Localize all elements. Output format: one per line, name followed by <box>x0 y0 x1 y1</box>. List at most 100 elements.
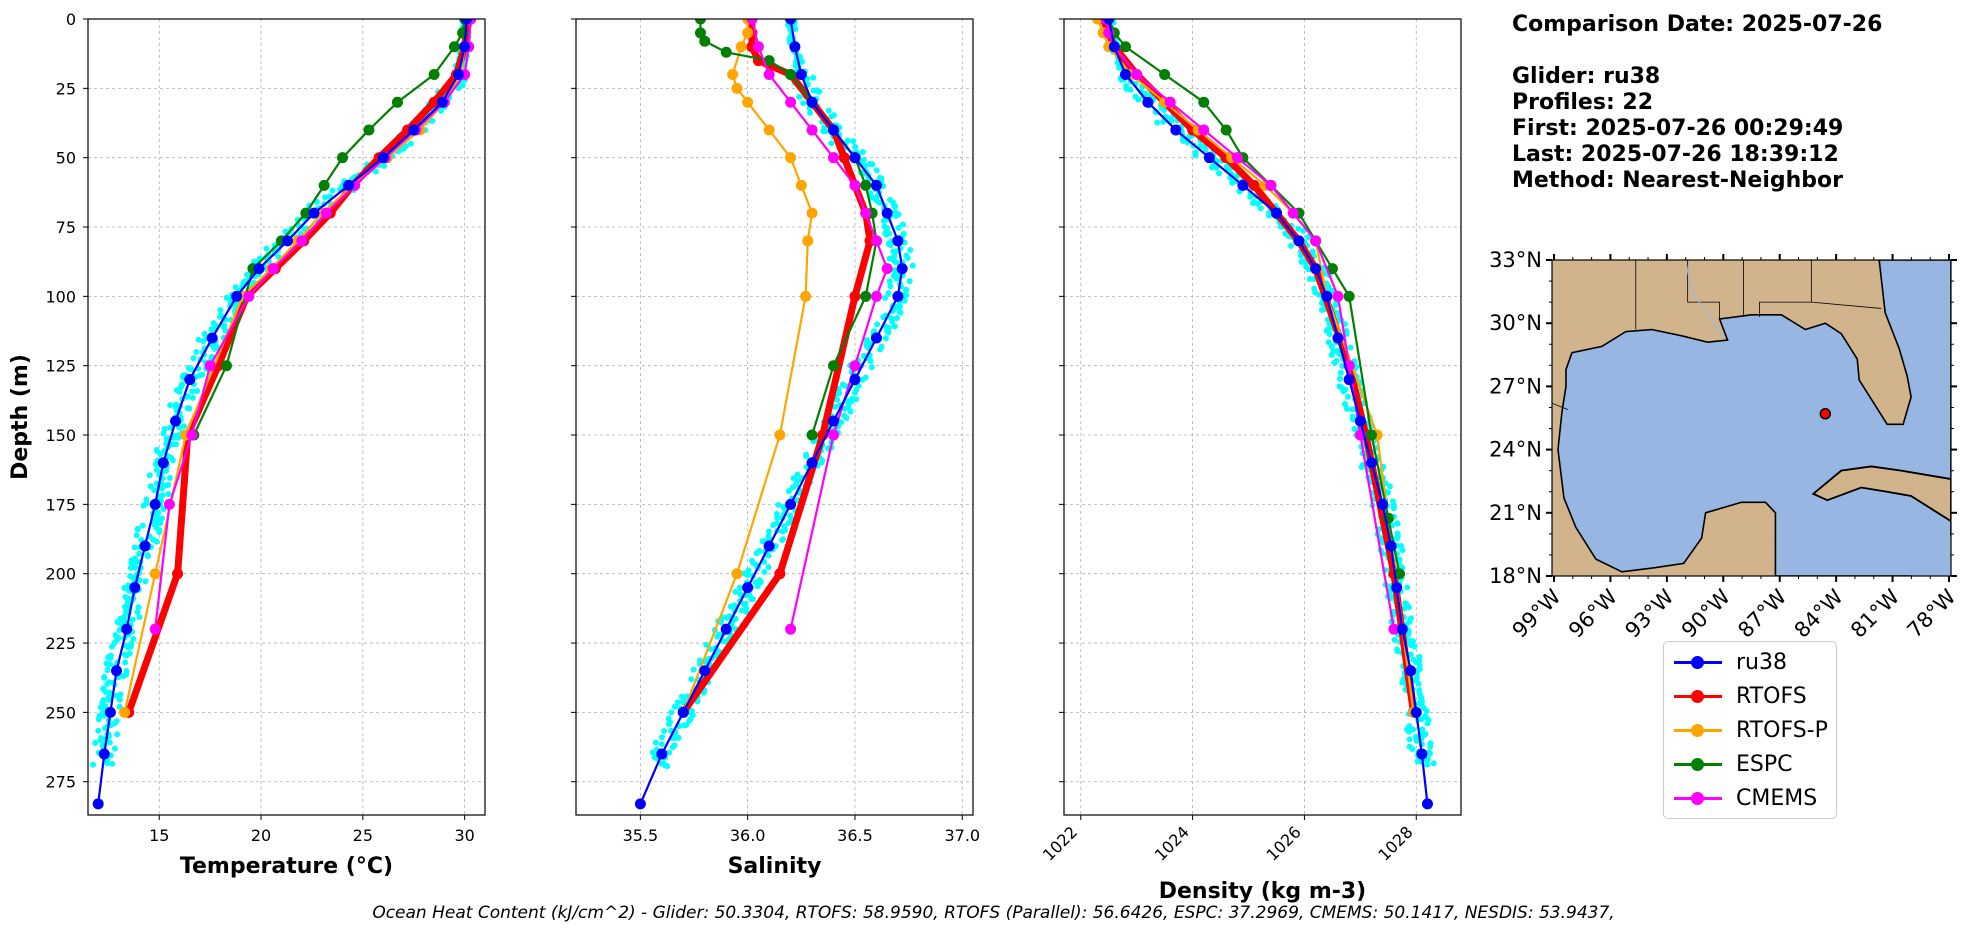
raw-point <box>816 88 823 95</box>
raw-point <box>1419 726 1426 733</box>
data-point-ru38 <box>785 498 797 510</box>
data-point-cmems <box>1310 235 1322 247</box>
raw-point <box>212 321 219 328</box>
raw-point <box>687 709 694 716</box>
data-point-cmems <box>763 68 775 80</box>
raw-point <box>1406 736 1413 743</box>
data-point-ru38 <box>1405 665 1417 677</box>
data-point-cmems <box>881 263 893 275</box>
data-point-ru38 <box>1270 207 1282 219</box>
raw-point <box>329 187 336 194</box>
raw-point <box>1344 393 1351 400</box>
legend-label-ru38: ru38 <box>1736 649 1787 675</box>
data-point-ru38 <box>1377 498 1389 510</box>
lon-tick-label: 93°W <box>1620 584 1678 642</box>
data-point-ru38 <box>231 290 243 302</box>
x-axis-label: Temperature (°C) <box>180 854 393 879</box>
raw-point <box>839 381 846 388</box>
data-point-ru38 <box>763 540 775 552</box>
data-point-rtofs-p <box>802 235 814 247</box>
river <box>1685 260 1725 339</box>
raw-point <box>863 337 870 344</box>
raw-point <box>1396 556 1403 563</box>
x-tick-label: 15 <box>149 826 169 845</box>
raw-point <box>1197 142 1204 149</box>
data-point-rtofs-p <box>149 568 161 580</box>
raw-point <box>1394 520 1401 527</box>
data-point-rtofs-p <box>800 290 812 302</box>
raw-point <box>189 394 196 401</box>
data-point-espc <box>428 68 440 80</box>
raw-point <box>153 538 160 545</box>
raw-point <box>101 673 108 680</box>
raw-point <box>906 278 913 285</box>
raw-point <box>109 760 116 767</box>
raw-point <box>116 696 123 703</box>
data-point-ru38 <box>149 498 161 510</box>
raw-point <box>874 321 881 328</box>
raw-point <box>108 643 115 650</box>
axes-frame <box>87 18 486 816</box>
lat-tick-label: 30°N <box>1489 311 1542 335</box>
raw-point <box>683 722 690 729</box>
lat-tick-label: 24°N <box>1489 438 1542 462</box>
raw-point <box>1394 648 1401 655</box>
raw-point <box>121 613 128 620</box>
data-point-rtofs-p <box>763 124 775 136</box>
x-tick-label: 30 <box>454 826 474 845</box>
raw-point <box>810 74 817 81</box>
raw-point <box>832 403 839 410</box>
raw-point <box>188 366 195 373</box>
data-point-rtofs <box>774 568 786 580</box>
raw-point <box>1411 643 1418 650</box>
raw-point <box>792 26 799 33</box>
data-point-cmems <box>1231 152 1243 164</box>
raw-point <box>658 741 665 748</box>
raw-point <box>117 691 124 698</box>
y-axis-label: Depth (m) <box>8 354 33 480</box>
data-point-cmems <box>870 290 882 302</box>
data-point-espc <box>1220 124 1232 136</box>
raw-point <box>907 246 914 253</box>
chart-salinity: 35.5 36.0 36.5 37.0 Salinity <box>571 18 980 879</box>
data-point-ru38 <box>1391 582 1403 594</box>
lat-tick-label: 33°N <box>1489 248 1542 272</box>
raw-point <box>884 225 891 232</box>
data-point-espc <box>336 152 348 164</box>
plot-area <box>90 19 477 810</box>
border-line <box>1811 301 1882 309</box>
raw-point <box>736 584 743 591</box>
y-tick-label: 0 <box>66 10 76 29</box>
raw-point <box>140 502 147 509</box>
raw-point <box>133 532 140 539</box>
raw-point <box>92 740 99 747</box>
raw-point <box>1309 248 1316 255</box>
data-point-cmems <box>752 41 764 53</box>
data-point-ru38 <box>1108 41 1120 53</box>
raw-point <box>741 570 748 577</box>
raw-point <box>180 423 187 430</box>
raw-point <box>100 697 107 704</box>
data-point-ru38 <box>343 179 355 191</box>
data-point-ru38 <box>111 665 123 677</box>
raw-point <box>156 527 163 534</box>
glider-raw-profiles <box>649 19 916 770</box>
raw-point <box>1358 464 1365 471</box>
raw-point <box>166 474 173 481</box>
lat-tick-label: 21°N <box>1489 501 1542 525</box>
data-point-espc <box>391 96 403 108</box>
raw-point <box>133 559 140 566</box>
raw-point <box>217 312 224 319</box>
x-tick-label: 1024 <box>1151 822 1193 864</box>
y-tick-label: 100 <box>45 287 76 306</box>
raw-point <box>176 388 183 395</box>
axes-frame <box>1063 18 1462 816</box>
comparison-date: Comparison Date: 2025-07-26 <box>1512 12 1883 37</box>
raw-point <box>147 483 154 490</box>
data-point-espc <box>694 27 706 39</box>
raw-point <box>1402 600 1409 607</box>
data-point-ru38 <box>1396 623 1408 635</box>
data-point-ru38 <box>1385 540 1397 552</box>
raw-point <box>891 253 898 260</box>
raw-point <box>1287 242 1294 249</box>
